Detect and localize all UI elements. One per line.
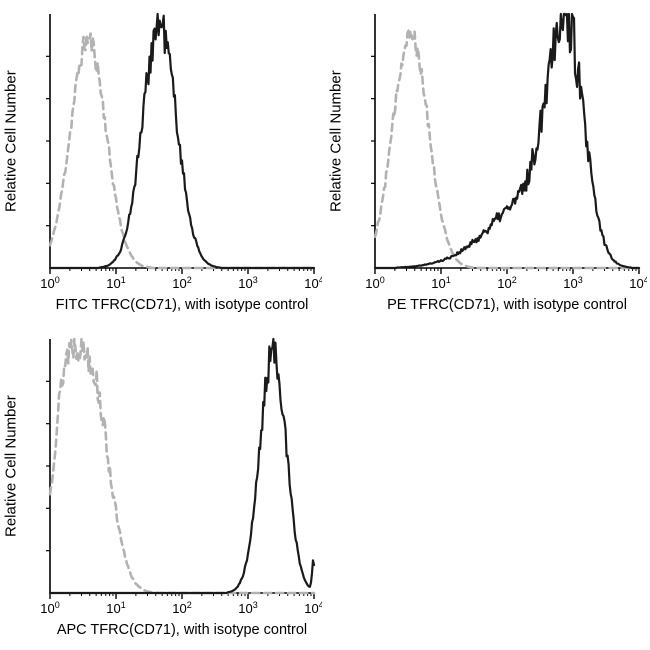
curve-isotype-control — [48, 32, 316, 270]
svg-text:101: 101 — [431, 275, 450, 291]
svg-text:102: 102 — [172, 275, 191, 291]
svg-text:103: 103 — [238, 600, 257, 616]
y-axis-label: Relative Cell Number — [2, 70, 20, 212]
flow-histogram-panel-apc: Relative Cell Number 100 101 102 103 104 APC… — [0, 325, 325, 650]
flow-histogram-panel-pe: Relative Cell Number 100 101 102 103 104 PE … — [325, 0, 650, 325]
svg-text:101: 101 — [106, 600, 125, 616]
svg-text:100: 100 — [40, 600, 59, 616]
svg-text:103: 103 — [238, 275, 257, 291]
svg-text:104: 104 — [629, 275, 647, 291]
x-axis-label: PE TFRC(CD71), with isotype control — [387, 297, 627, 313]
plot-area-apc: 100 101 102 103 104 — [40, 337, 322, 616]
plot-area-pe: 100 101 102 103 104 — [365, 12, 647, 291]
svg-text:104: 104 — [304, 275, 322, 291]
curve-apc-tfrc-cd71- — [48, 337, 316, 595]
y-axis-label: Relative Cell Number — [327, 70, 345, 212]
svg-text:103: 103 — [563, 275, 582, 291]
svg-text:100: 100 — [40, 275, 59, 291]
curve-isotype-control — [48, 337, 316, 595]
curve-pe-tfrc-cd71- — [373, 12, 641, 270]
flow-histogram-panel-fitc: Relative Cell Number 100 101 102 103 104 FIT… — [0, 0, 325, 325]
svg-text:102: 102 — [172, 600, 191, 616]
y-axis-label: Relative Cell Number — [2, 395, 20, 537]
x-axis-label: APC TFRC(CD71), with isotype control — [56, 622, 308, 638]
svg-text:100: 100 — [365, 275, 384, 291]
curve-isotype-control — [373, 29, 641, 270]
curve-fitc-tfrc-cd71- — [48, 12, 316, 270]
svg-text:104: 104 — [304, 600, 322, 616]
svg-text:101: 101 — [106, 275, 125, 291]
plot-area-fitc: 100 101 102 103 104 — [40, 12, 322, 291]
svg-text:102: 102 — [497, 275, 516, 291]
x-axis-label: FITC TFRC(CD71), with isotype control — [55, 297, 309, 313]
